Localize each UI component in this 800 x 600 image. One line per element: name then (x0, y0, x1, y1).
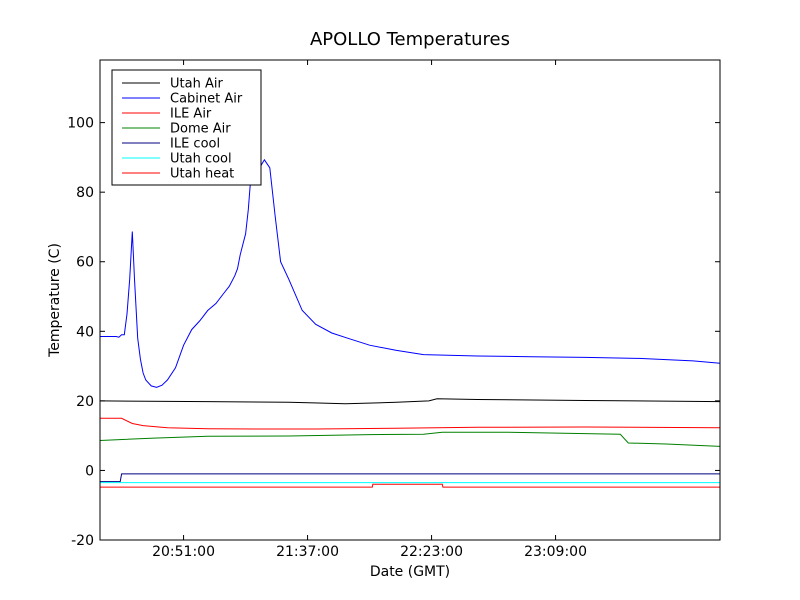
legend-label: Utah cool (170, 152, 232, 167)
x-tick-label: 23:09:00 (524, 544, 587, 560)
x-tick-label: 20:51:00 (152, 544, 215, 560)
y-tick-label: -20 (71, 533, 94, 549)
y-tick-label: 0 (85, 463, 94, 479)
legend-label: ILE Air (170, 107, 212, 122)
legend-label: Utah Air (170, 77, 223, 92)
y-axis-label: Temperature (C) (47, 243, 63, 358)
series-line-ile-cool (100, 473, 720, 483)
series-line-dome-air (99, 431, 721, 447)
x-axis: 20:51:00 21:37:00 22:23:00 23:09:00 (152, 60, 587, 560)
plot-area (99, 59, 721, 541)
x-tick-label: 22:23:00 (400, 544, 463, 560)
x-tick-label: 21:37:00 (276, 544, 339, 560)
legend-label: ILE cool (170, 137, 220, 152)
y-tick-label: 100 (67, 116, 94, 132)
series-layer (99, 137, 721, 488)
y-tick-label: 60 (76, 255, 94, 271)
series-line-utah-heat (100, 483, 720, 488)
series-line-cabinet-air (100, 137, 721, 388)
legend-label: Utah heat (170, 167, 234, 182)
x-axis-label: Date (GMT) (370, 564, 450, 580)
chart-title: APOLLO Temperatures (310, 29, 510, 50)
series-line-ile-air (100, 417, 721, 430)
series-line-utah-air (99, 398, 721, 405)
legend-label: Dome Air (170, 122, 231, 137)
y-tick-label: 80 (76, 185, 94, 201)
legend-label: Cabinet Air (170, 92, 243, 107)
y-axis: -20 0 20 40 60 80 100 (67, 116, 720, 549)
y-tick-label: 40 (76, 324, 94, 340)
y-tick-label: 20 (76, 394, 94, 410)
